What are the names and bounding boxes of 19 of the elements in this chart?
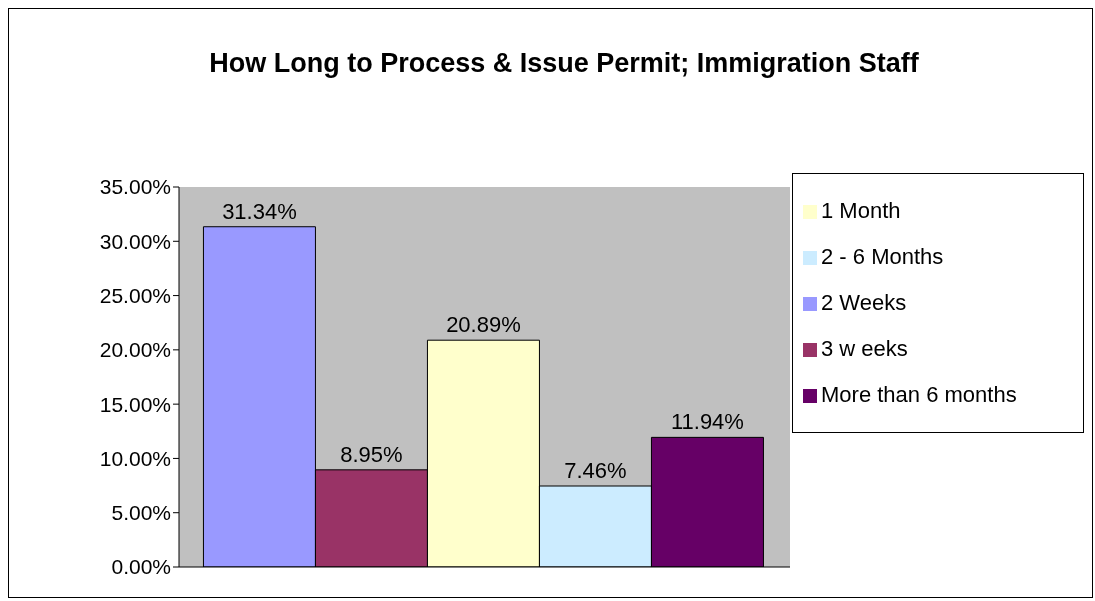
data-label: 11.94% xyxy=(670,409,744,435)
data-label: 8.95% xyxy=(340,441,403,467)
y-tick-label: 25.00% xyxy=(99,284,171,308)
legend-label: 2 - 6 Months xyxy=(821,244,944,269)
y-tick-label: 15.00% xyxy=(99,392,171,416)
chart-title: How Long to Process & Issue Permit; Immigration Staff xyxy=(208,47,920,80)
y-tick-label: 20.00% xyxy=(99,338,171,362)
legend-label: 2 Weeks xyxy=(821,290,907,315)
y-tick-label: 35.00% xyxy=(99,175,171,199)
legend-label: 1 Month xyxy=(821,198,901,223)
y-tick-label: 0.00% xyxy=(111,555,171,579)
data-label: 20.89% xyxy=(446,312,521,338)
y-tick-label: 30.00% xyxy=(99,229,171,253)
y-tick-label: 5.00% xyxy=(111,501,171,525)
data-label: 31.34% xyxy=(222,198,297,224)
data-label: 7.46% xyxy=(564,458,627,484)
y-tick-label: 10.00% xyxy=(99,446,171,470)
legend-label: More than 6 months xyxy=(821,382,1017,407)
legend-label: 3 w eeks xyxy=(821,336,908,361)
